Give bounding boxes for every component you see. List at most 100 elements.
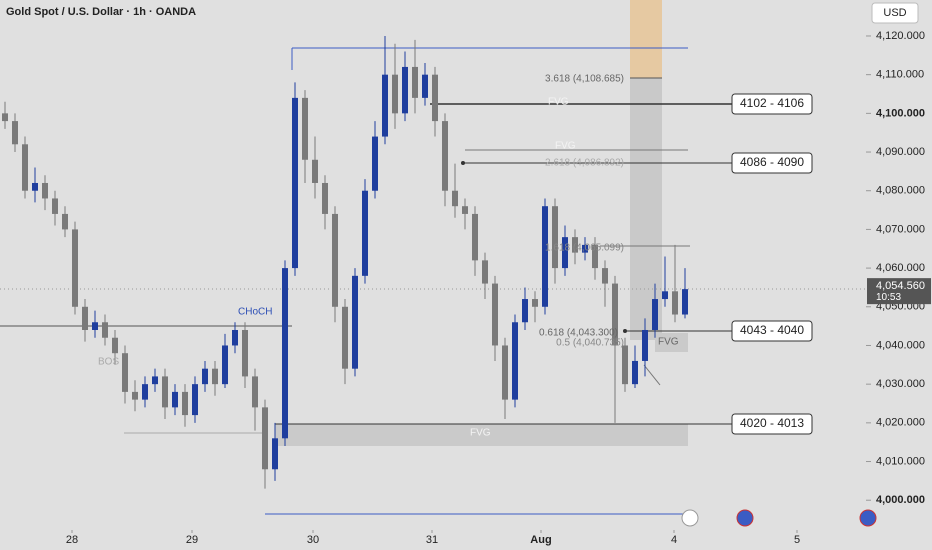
candle-body bbox=[652, 299, 658, 330]
y-tick-label: 4,030.000 bbox=[876, 378, 925, 390]
event-icon[interactable] bbox=[681, 509, 699, 527]
annotation: 0.5 (4,040.735) bbox=[556, 338, 624, 349]
annotation: 3.618 (4,108.685) bbox=[545, 74, 624, 85]
candle-body bbox=[212, 368, 218, 385]
y-tick-label: 4,060.000 bbox=[876, 262, 925, 274]
x-tick-label: 28 bbox=[66, 534, 78, 546]
candle-body bbox=[92, 322, 98, 330]
candle-body bbox=[22, 144, 28, 191]
candle-body bbox=[452, 190, 458, 207]
candle-body bbox=[12, 121, 18, 145]
y-tick-label: 4,100.000 bbox=[876, 107, 925, 119]
candle-body bbox=[592, 244, 598, 269]
candle-body bbox=[282, 268, 288, 439]
candle-body bbox=[582, 244, 588, 253]
price-tag bbox=[867, 278, 931, 305]
candle-body bbox=[572, 237, 578, 253]
annotation: BOS bbox=[98, 357, 119, 368]
candle-body bbox=[482, 260, 488, 284]
currency-button[interactable] bbox=[871, 2, 919, 24]
candle-body bbox=[202, 368, 208, 385]
candle-body bbox=[32, 182, 38, 191]
candle-body bbox=[102, 322, 108, 338]
level-box bbox=[731, 152, 813, 174]
candle-body bbox=[312, 159, 318, 183]
level-box bbox=[731, 93, 813, 115]
candle-body bbox=[402, 66, 408, 114]
candle-body bbox=[182, 391, 188, 416]
y-tick-label: 4,070.000 bbox=[876, 223, 925, 235]
x-tick-label: 30 bbox=[307, 534, 319, 546]
annotation: FVG bbox=[548, 97, 569, 108]
candle-body bbox=[532, 299, 538, 307]
candle-body bbox=[372, 136, 378, 191]
x-tick-label: 5 bbox=[794, 534, 800, 546]
fvg-zone bbox=[655, 333, 688, 352]
level-label: 4086 - 4090 bbox=[740, 155, 804, 169]
candle-body bbox=[342, 306, 348, 369]
candle-body bbox=[142, 384, 148, 400]
level-box bbox=[731, 320, 813, 342]
candle-body bbox=[52, 198, 58, 214]
candle-body bbox=[1, 113, 8, 122]
candle-body bbox=[122, 353, 128, 392]
x-tick-label: 29 bbox=[186, 534, 198, 546]
x-tick-label: 31 bbox=[426, 534, 438, 546]
y-tick-label: 4,090.000 bbox=[876, 146, 925, 158]
candle-body bbox=[322, 182, 328, 214]
price-axis bbox=[866, 0, 932, 550]
candle-body bbox=[602, 268, 608, 284]
candle-body bbox=[622, 345, 628, 385]
candle-body bbox=[352, 275, 358, 369]
y-tick-label: 4,120.000 bbox=[876, 30, 925, 42]
chart-title: Gold Spot / U.S. Dollar · 1h · OANDA bbox=[6, 6, 196, 18]
candle-body bbox=[62, 213, 68, 230]
candle-body bbox=[292, 97, 298, 269]
candle-body bbox=[272, 438, 278, 470]
candle-body bbox=[72, 229, 78, 307]
candle-body bbox=[632, 360, 638, 385]
annotation: 2.618 (4,086.892) bbox=[545, 158, 624, 169]
annotation: FVG bbox=[470, 428, 491, 439]
arrow bbox=[643, 364, 661, 386]
level-label: 4020 - 4013 bbox=[740, 416, 804, 430]
currency: USD bbox=[883, 7, 906, 19]
candle-body bbox=[392, 74, 398, 114]
candle-body bbox=[302, 97, 308, 160]
candle-body bbox=[362, 190, 368, 276]
candle-body bbox=[462, 206, 468, 214]
candle-body bbox=[442, 121, 448, 191]
candle-body bbox=[232, 329, 238, 346]
candle-body bbox=[332, 213, 338, 307]
candle-body bbox=[132, 391, 138, 400]
candle-body bbox=[152, 376, 158, 385]
level-label: 4043 - 4040 bbox=[740, 323, 804, 337]
candle-body bbox=[172, 391, 178, 408]
candle-body bbox=[562, 237, 568, 269]
candle-body bbox=[42, 182, 48, 199]
candle-body bbox=[662, 291, 668, 300]
price-tag-label: 4,054.560 bbox=[876, 280, 925, 292]
annotation: CHoCH bbox=[238, 307, 272, 318]
event-icon[interactable] bbox=[859, 509, 877, 527]
fvg-zone bbox=[275, 424, 688, 446]
candle-body bbox=[472, 213, 478, 261]
candle-body bbox=[192, 384, 198, 416]
candle-body bbox=[422, 74, 428, 98]
candle-body bbox=[672, 291, 678, 315]
annotation: FVG bbox=[555, 141, 576, 152]
annotation: FVG bbox=[658, 337, 679, 348]
event-icon[interactable] bbox=[736, 509, 754, 527]
candle-body bbox=[112, 337, 118, 354]
level-label: 4102 - 4106 bbox=[740, 96, 804, 110]
candle-body bbox=[382, 74, 388, 137]
y-tick-label: 4,020.000 bbox=[876, 417, 925, 429]
level-box bbox=[731, 413, 813, 435]
candle-body bbox=[82, 306, 88, 330]
anchor bbox=[623, 329, 627, 333]
candle-body bbox=[552, 206, 558, 269]
candle-body bbox=[432, 74, 438, 122]
x-tick-label: Aug bbox=[530, 534, 551, 546]
